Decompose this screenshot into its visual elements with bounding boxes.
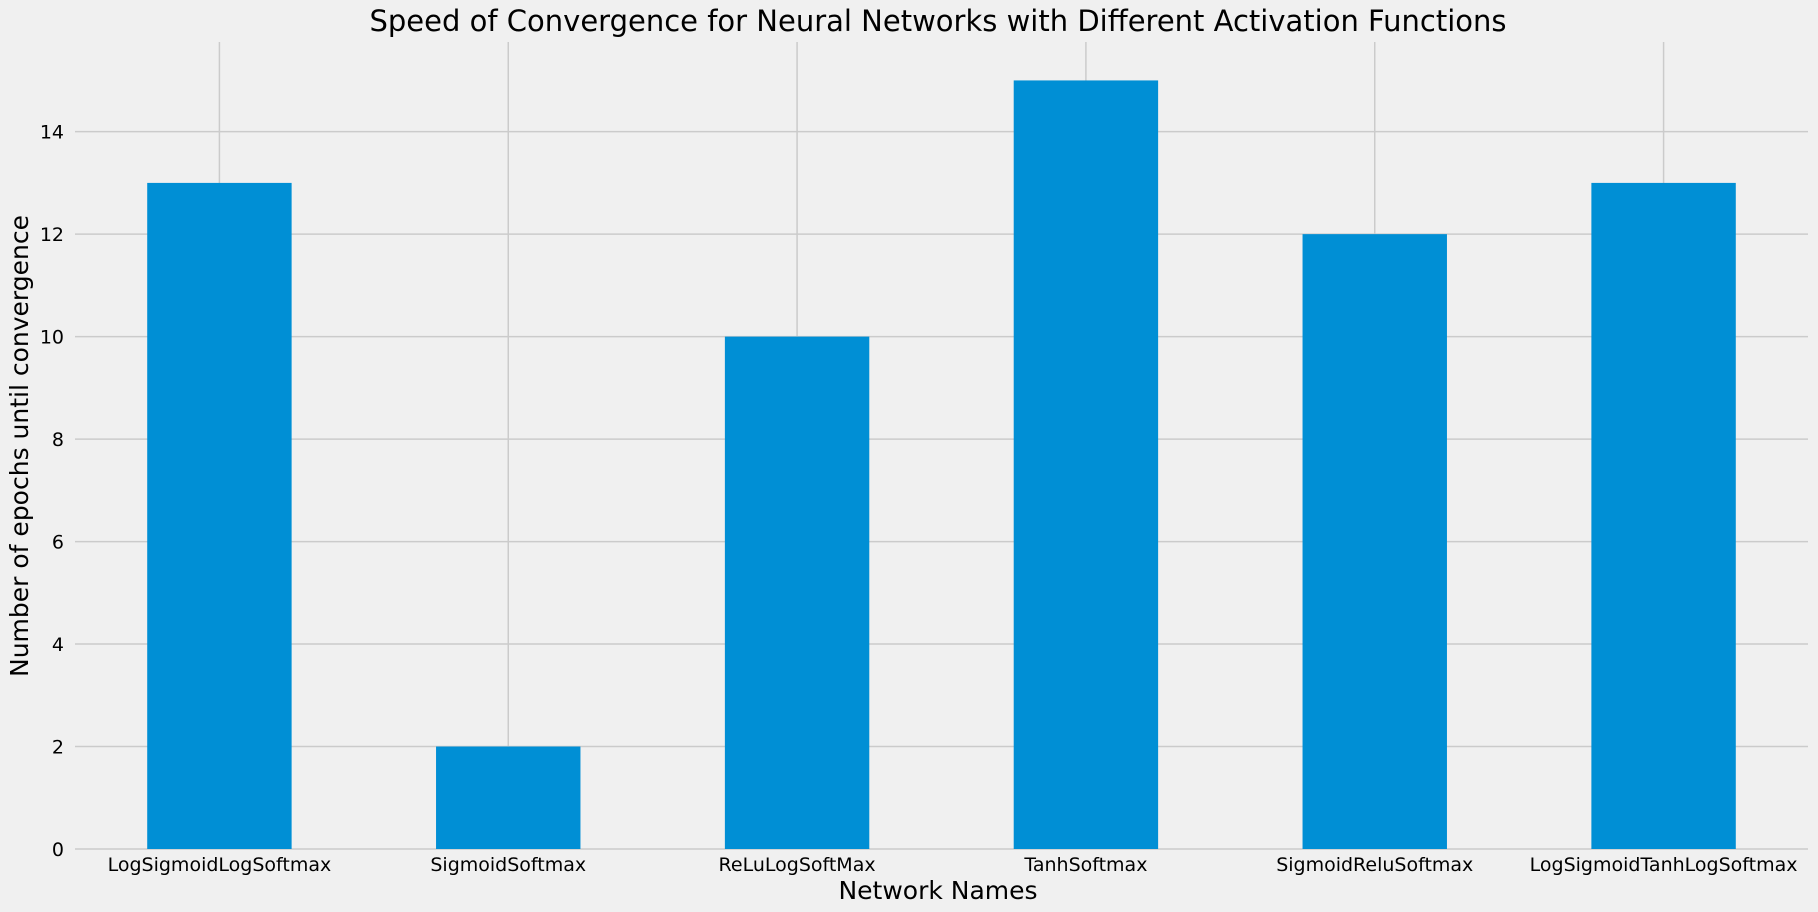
- y-tick-label: 2: [52, 737, 64, 759]
- x-axis-label: Network Names: [838, 876, 1037, 905]
- x-tick-label: LogSigmoidTanhLogSoftmax: [1530, 854, 1798, 876]
- y-tick-label: 10: [40, 327, 64, 349]
- bars: [147, 80, 1736, 850]
- x-tick-label: SigmoidSoftmax: [430, 854, 586, 876]
- y-tick-label: 4: [52, 634, 64, 656]
- y-axis-ticks: 0 2 4 6 8 10 12 14: [40, 122, 64, 861]
- bar-SigmoidSoftmax: [436, 746, 581, 849]
- x-tick-label: TanhSoftmax: [1023, 854, 1147, 876]
- bar-SigmoidReluSoftmax: [1302, 234, 1447, 850]
- y-tick-label: 12: [40, 224, 64, 246]
- bar-ReLuLogSoftMax: [724, 336, 870, 850]
- bar-LogSigmoidLogSoftmax: [147, 182, 292, 849]
- y-tick-label: 8: [52, 429, 64, 451]
- x-tick-label: ReLuLogSoftMax: [719, 854, 876, 876]
- y-tick-label: 0: [52, 839, 64, 861]
- bar-TanhSoftmax: [1013, 80, 1159, 849]
- y-axis-label: Number of epochs until convergence: [5, 215, 34, 677]
- chart-title: Speed of Convergence for Neural Networks…: [369, 4, 1506, 38]
- y-tick-label: 6: [52, 532, 64, 554]
- bar-LogSigmoidTanhLogSoftmax: [1591, 182, 1736, 849]
- x-axis-ticks: LogSigmoidLogSoftmax SigmoidSoftmax ReLuLo…: [108, 854, 1798, 876]
- grid-lines: [75, 42, 1808, 850]
- x-tick-label: LogSigmoidLogSoftmax: [108, 854, 332, 876]
- x-tick-label: SigmoidReluSoftmax: [1276, 854, 1473, 876]
- y-tick-label: 14: [40, 122, 64, 144]
